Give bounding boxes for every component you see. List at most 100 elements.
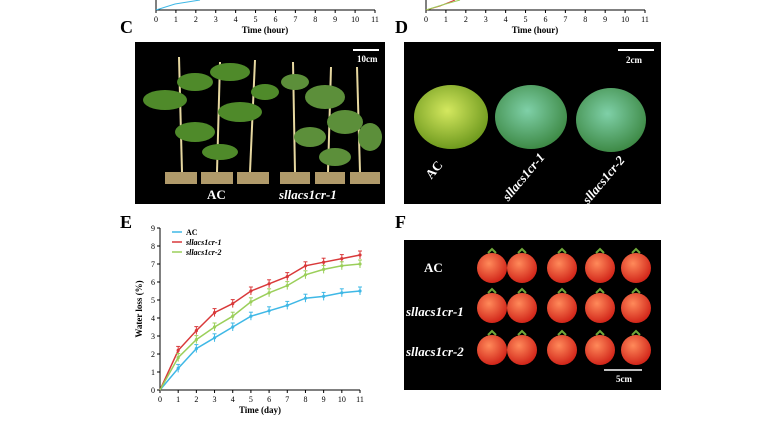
- y-tick-label: 9: [151, 224, 155, 233]
- data-point: [322, 260, 326, 264]
- fruit-stem: [517, 329, 527, 336]
- data-point: [303, 273, 308, 277]
- data-point: [267, 291, 271, 295]
- x-tick-label: 5: [524, 15, 528, 24]
- series-line-AC: [159, 290, 361, 391]
- data-point: [322, 294, 326, 298]
- x-tick-label: 4: [504, 15, 508, 24]
- data-point: [358, 253, 362, 257]
- data-point: [249, 289, 253, 293]
- red-fruit: [507, 335, 537, 365]
- x-axis-title: Time (day): [239, 405, 281, 415]
- top-right-x-axis-title: Time (hour): [512, 25, 559, 35]
- photo-plants: 10cm AC sllacs1cr-1: [135, 42, 385, 204]
- series-line-sllacs1cr-1: [159, 254, 361, 391]
- row-label-sllacs1cr-2: sllacs1cr-2: [406, 344, 464, 359]
- data-point: [303, 264, 308, 268]
- data-point: [231, 302, 235, 306]
- x-tick-label: 2: [464, 15, 468, 24]
- x-tick-label: 3: [214, 15, 218, 24]
- data-point: [231, 325, 235, 329]
- x-tick-label: 2: [194, 15, 198, 24]
- label-sllacs1cr-1-c: sllacs1cr-1: [279, 187, 337, 202]
- x-tick-label: 8: [313, 15, 317, 24]
- data-point: [194, 338, 198, 342]
- y-tick-label: 7: [151, 260, 155, 269]
- x-tick-label: 5: [254, 15, 258, 24]
- data-point: [340, 257, 344, 261]
- x-tick-label: 0: [424, 15, 428, 24]
- row-label-ac: AC: [424, 260, 443, 275]
- x-tick-label: 4: [234, 15, 238, 24]
- y-axis-title: Water loss (%): [134, 280, 144, 337]
- data-point: [212, 336, 217, 340]
- panel-letter-e: E: [120, 212, 133, 232]
- fruit-stem: [595, 287, 605, 294]
- data-point: [176, 366, 180, 370]
- y-tick-label: 5: [151, 296, 155, 305]
- x-tick-label: 1: [444, 15, 448, 24]
- red-fruit: [477, 335, 507, 365]
- x-tick-label: 7: [285, 395, 289, 404]
- label-ac-c: AC: [207, 187, 226, 202]
- red-fruit: [477, 253, 507, 283]
- x-tick-label: 1: [176, 395, 180, 404]
- x-tick-label: 10: [621, 15, 629, 24]
- x-tick-label: 6: [273, 15, 277, 24]
- plants-illustration: [143, 49, 382, 184]
- x-tick-label: 9: [322, 395, 326, 404]
- data-point: [249, 300, 253, 304]
- fruit-stem: [487, 247, 497, 254]
- x-tick-label: 11: [641, 15, 649, 24]
- red-fruit: [621, 335, 651, 365]
- x-tick-label: 11: [371, 15, 379, 24]
- red-fruit: [547, 335, 577, 365]
- red-fruit: [621, 253, 651, 283]
- scale-label-f: 5cm: [616, 374, 632, 384]
- fruit-sllacs1cr-2: [576, 88, 646, 152]
- data-point: [285, 275, 289, 279]
- panel-letter-f: F: [395, 212, 406, 232]
- row-label-sllacs1cr-1: sllacs1cr-1: [406, 304, 464, 319]
- x-tick-label: 8: [303, 395, 307, 404]
- photo-red-fruits: AC sllacs1cr-1 sllacs1cr-2 5cm: [404, 240, 661, 390]
- data-point: [267, 282, 271, 286]
- x-tick-label: 6: [543, 15, 547, 24]
- red-fruit: [507, 293, 537, 323]
- data-point: [285, 303, 289, 307]
- x-tick-label: 10: [351, 15, 359, 24]
- photo-fruits: 2cm AC sllacs1cr-1 sllacs1cr-2: [404, 42, 661, 204]
- x-tick-label: 10: [338, 395, 346, 404]
- red-fruit: [547, 293, 577, 323]
- scale-label-c: 10cm: [357, 54, 378, 64]
- x-tick-label: 2: [194, 395, 198, 404]
- red-fruit: [585, 293, 615, 323]
- data-point: [358, 289, 362, 293]
- y-tick-label: 8: [151, 242, 155, 251]
- data-point: [194, 347, 198, 351]
- fruit-stem: [595, 329, 605, 336]
- panel-letter-c: C: [120, 17, 133, 37]
- data-point: [340, 291, 344, 295]
- fruit-stem: [517, 247, 527, 254]
- y-tick-label: 3: [151, 332, 155, 341]
- y-tick-label: 4: [151, 314, 155, 323]
- fruit-stem: [487, 287, 497, 294]
- red-fruit: [585, 253, 615, 283]
- x-tick-label: 7: [293, 15, 297, 24]
- fruit-stem: [487, 329, 497, 336]
- y-tick-label: 2: [151, 350, 155, 359]
- top-right-chart-strip: 0 1 2 3 4 5 6 7 8 9 10 11 Time (hour): [424, 0, 649, 35]
- data-point: [231, 314, 235, 318]
- water-loss-chart: 0 1 2 3 4 5 6 7 8 9 0 1 2 3 4 5 6 7 8 9 10 11 ACsllacs1cr-1sl…: [134, 224, 364, 415]
- top-left-chart-strip: 0 1 2 3 4 5 6 7 8 9 10 11 Time (hour): [154, 0, 379, 35]
- fruit-stem: [631, 247, 641, 254]
- x-tick-label: 4: [231, 395, 235, 404]
- legend-label: AC: [186, 228, 198, 237]
- scale-label-d: 2cm: [626, 55, 642, 65]
- data-point: [285, 284, 289, 288]
- red-fruit: [585, 335, 615, 365]
- data-point: [358, 262, 362, 266]
- x-tick-label: 9: [333, 15, 337, 24]
- x-tick-label: 3: [213, 395, 217, 404]
